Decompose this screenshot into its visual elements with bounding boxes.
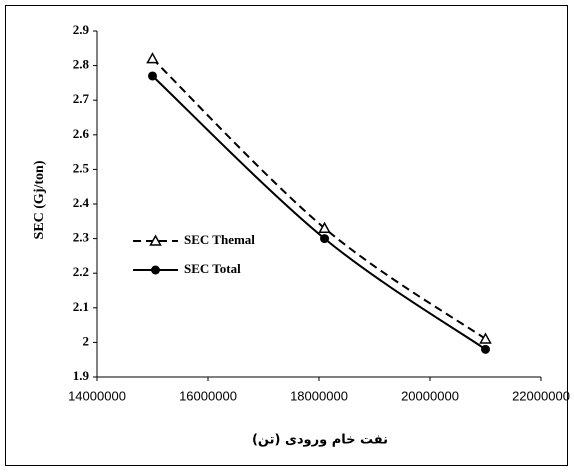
legend-marker xyxy=(149,234,162,246)
marker xyxy=(148,71,157,81)
y-tick-label: 2.3 xyxy=(73,230,90,245)
y-tick-label: 2.5 xyxy=(73,160,90,175)
y-tick-label: 2.9 xyxy=(73,22,90,37)
y-tick-label: 2.4 xyxy=(73,195,90,210)
y-tick-label: 1.9 xyxy=(73,368,90,383)
y-tick-label: 2.8 xyxy=(73,57,90,72)
legend-label: SEC Total xyxy=(184,261,241,276)
y-tick-label: 2.2 xyxy=(73,264,89,279)
chart-frame xyxy=(5,5,568,466)
marker xyxy=(318,221,331,233)
marker xyxy=(146,52,159,64)
x-tick-label: 16000000 xyxy=(179,388,237,403)
x-tick-label: 22000000 xyxy=(512,388,570,403)
y-tick-label: 2.7 xyxy=(73,91,90,106)
x-tick-label: 18000000 xyxy=(290,388,348,403)
y-axis-label: SEC (Gj/ton) xyxy=(32,160,47,239)
y-tick-label: 2 xyxy=(83,333,90,348)
x-tick-label: 14000000 xyxy=(68,388,126,403)
x-axis-label: نفت خام ورودی (تن) xyxy=(252,433,388,448)
marker xyxy=(481,344,490,354)
y-tick-label: 2.6 xyxy=(73,126,90,141)
legend-label: SEC Themal xyxy=(184,232,255,247)
marker xyxy=(479,332,492,344)
y-tick-label: 2.1 xyxy=(73,299,89,314)
marker xyxy=(320,234,330,244)
x-tick-label: 20000000 xyxy=(401,388,459,403)
legend-marker xyxy=(151,265,160,275)
